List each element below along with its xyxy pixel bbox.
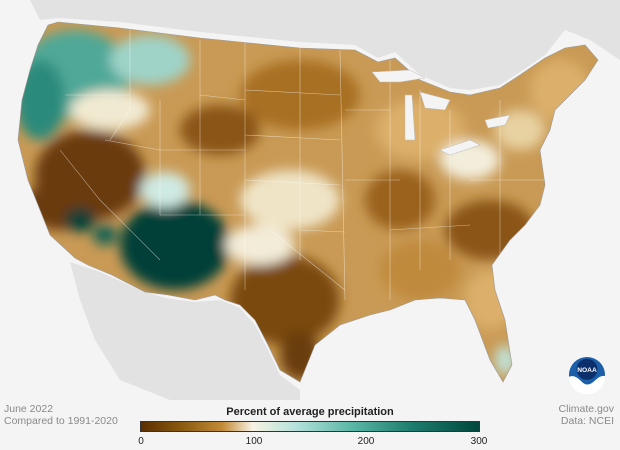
precipitation-map [17,0,620,400]
data-source-label: Data: NCEI [560,415,614,427]
great-lakes [371,69,511,156]
noaa-logo-text: NOAA [577,367,597,374]
state-borders [59,28,545,301]
legend-tick-200: 200 [357,436,375,447]
legend-tick-0: 0 [138,436,144,447]
legend-tick-100: 100 [245,436,263,447]
us-outline [17,21,599,383]
legend-title: Percent of average precipitation [226,406,394,418]
canada-landmass [30,0,620,90]
legend-tick-300: 300 [470,436,488,447]
source-label: Climate.gov [558,403,614,415]
mexico-landmass [70,262,300,400]
month-label: June 2022 [4,403,54,415]
legend-color-bar [140,421,480,432]
source-caption: Climate.gov Data: NCEI [559,403,614,427]
date-caption: June 2022 Compared to 1991-2020 [4,403,118,427]
comparison-label: Compared to 1991-2020 [4,415,118,427]
noaa-logo-icon: NOAA [568,356,606,394]
